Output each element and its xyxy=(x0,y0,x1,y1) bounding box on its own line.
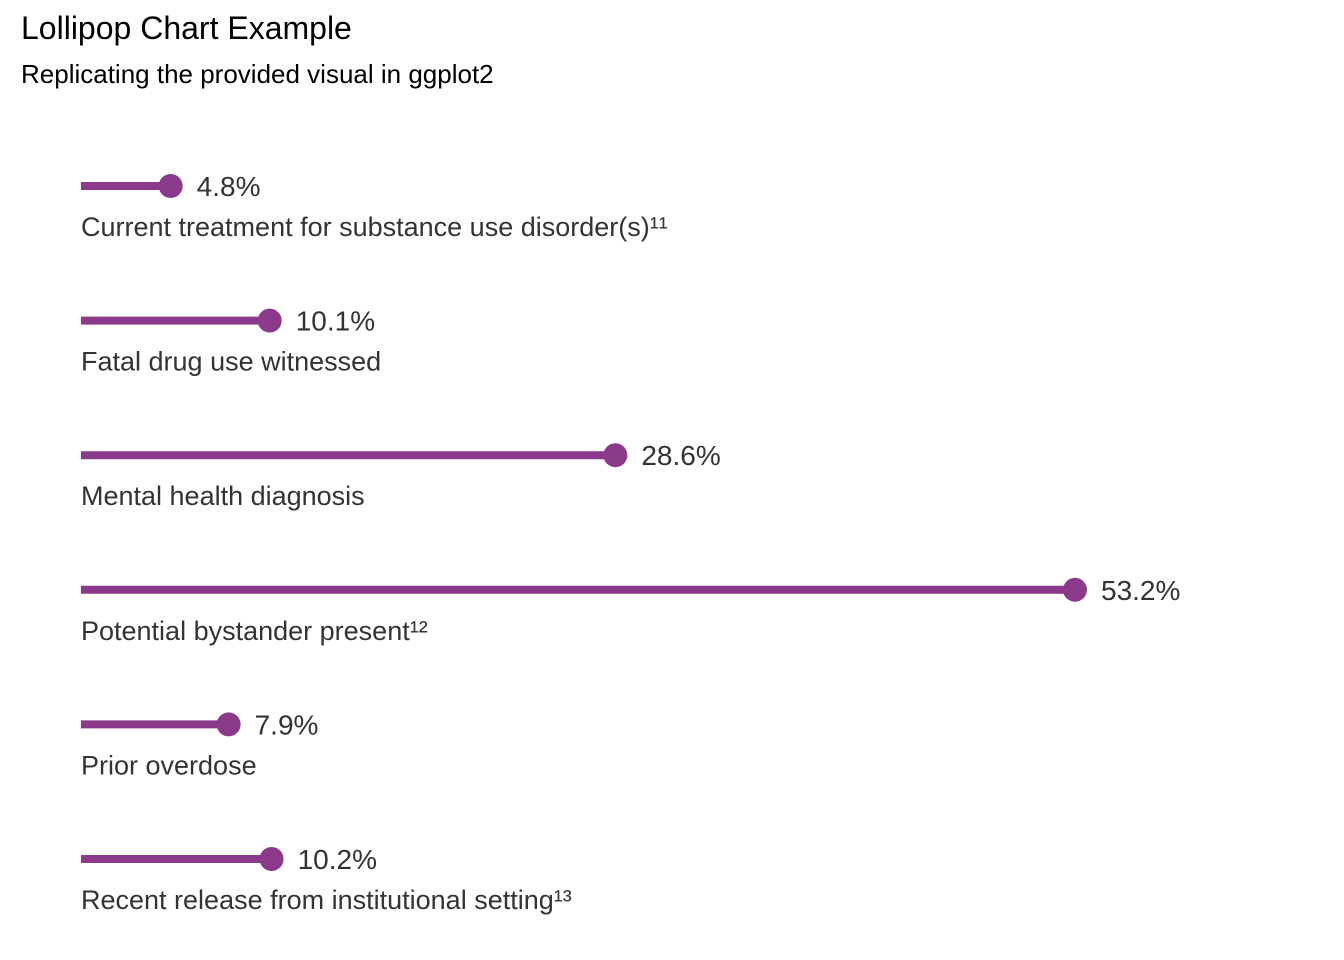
lollipop-dot xyxy=(158,174,183,198)
value-label: 10.2% xyxy=(298,844,377,875)
category-label: Fatal drug use witnessed xyxy=(81,347,381,377)
lollipop-row: 4.8% Current treatment for substance use … xyxy=(81,171,668,242)
value-label: 28.6% xyxy=(641,440,720,471)
lollipop-dot xyxy=(257,308,282,333)
category-label: Mental health diagnosis xyxy=(81,481,365,511)
lollipop-row: 10.1% Fatal drug use witnessed xyxy=(81,306,381,377)
chart-subtitle: Replicating the provided visual in ggplo… xyxy=(21,59,494,89)
category-label: Potential bystander present¹² xyxy=(81,616,428,646)
chart-title: Lollipop Chart Example xyxy=(21,10,352,46)
lollipop-dot xyxy=(1063,577,1087,602)
lollipop-dot xyxy=(216,712,241,737)
lollipop-dot xyxy=(259,847,284,871)
value-label: 53.2% xyxy=(1101,575,1180,606)
lollipop-dot xyxy=(603,443,628,468)
lollipop-row: 10.2% Recent release from institutional s… xyxy=(81,844,572,915)
lollipop-row: 28.6% Mental health diagnosis xyxy=(81,440,721,511)
category-label: Current treatment for substance use diso… xyxy=(81,212,668,242)
value-label: 7.9% xyxy=(255,709,319,740)
lollipop-row: 53.2% Potential bystander present¹² xyxy=(81,575,1180,646)
lollipop-row: 7.9% Prior overdose xyxy=(81,709,318,780)
category-label: Recent release from institutional settin… xyxy=(81,885,572,915)
value-label: 10.1% xyxy=(296,306,375,337)
value-label: 4.8% xyxy=(197,171,261,202)
category-label: Prior overdose xyxy=(81,750,257,780)
